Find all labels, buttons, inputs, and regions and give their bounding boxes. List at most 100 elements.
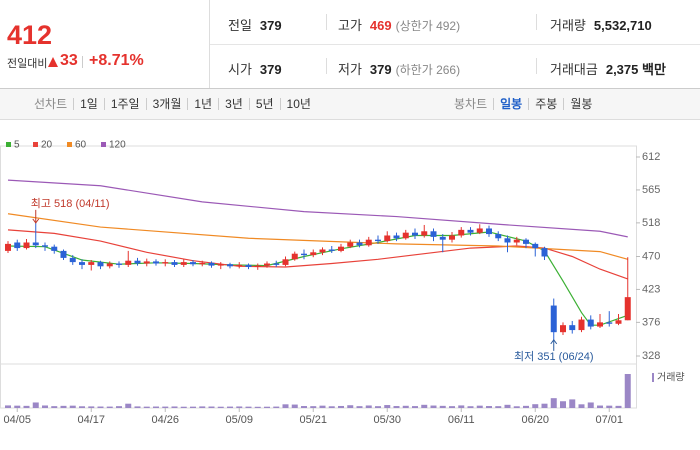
candle-body — [199, 262, 206, 265]
stat: 시가 379 — [228, 59, 282, 79]
volume-bar — [180, 406, 187, 408]
y-tick-label: 328 — [642, 350, 660, 362]
stat-value: 379 — [369, 62, 392, 77]
stat-note: (상한가 492) — [395, 19, 461, 33]
legend-label: 60 — [75, 140, 87, 151]
volume-bar — [153, 406, 159, 408]
volume-bar — [14, 405, 21, 408]
toolbar: 선차트 1일 1주일 3개월 1년 3년 5년 10년 봉차트 일봉 주봉 월봉 — [0, 89, 700, 120]
period-button[interactable]: 1일 — [73, 98, 104, 110]
candle-body — [143, 261, 150, 264]
candle-body — [430, 231, 437, 237]
x-tick-label: 05/21 — [299, 414, 327, 426]
volume-legend-swatch — [652, 373, 654, 382]
candle-body — [301, 253, 307, 256]
candle-body — [106, 263, 113, 267]
annotation-text: 최고 518 (04/11) — [31, 197, 110, 210]
separator — [82, 56, 83, 68]
candle-body — [291, 253, 298, 260]
change-pct: +8.71% — [89, 52, 144, 69]
volume-bar — [319, 405, 326, 408]
candle-period-button[interactable]: 주봉 — [528, 98, 563, 110]
period-button[interactable]: 10년 — [279, 98, 317, 110]
y-tick-label: 423 — [642, 283, 660, 295]
volume-bar — [171, 406, 178, 408]
period-button[interactable]: 1주일 — [103, 98, 146, 110]
volume-bar — [23, 405, 30, 408]
volume-bar — [439, 405, 446, 408]
col-divider — [536, 14, 537, 30]
volume-bar — [282, 404, 289, 408]
col-divider — [326, 58, 327, 74]
volume-bar — [245, 406, 252, 408]
volume-bar — [597, 405, 603, 408]
candle-body — [51, 246, 58, 251]
stat-value: 379 — [259, 18, 282, 33]
legend-swatch — [67, 142, 72, 147]
candle-period-button[interactable]: 일봉 — [493, 98, 528, 110]
x-tick-label: 05/30 — [373, 414, 401, 426]
chart: 328 376 423 470 518 565 612 5 20 60 120 04/05 04/17 0… — [0, 140, 685, 426]
candle-body — [319, 249, 326, 253]
price: 412 — [7, 20, 53, 50]
stat-value: 379 — [259, 62, 282, 77]
stat-label: 거래대금 — [550, 62, 598, 77]
candle-body — [513, 239, 520, 243]
change-label: 전일대비 — [7, 58, 48, 70]
col-divider — [326, 14, 327, 30]
period-button[interactable]: 3년 — [218, 98, 249, 110]
volume-bar — [375, 406, 381, 408]
candle-body — [180, 262, 187, 265]
candle-body — [162, 262, 169, 264]
volume-bar — [254, 406, 261, 408]
plot-frame — [0, 145, 637, 365]
volume-bar — [421, 404, 428, 408]
candle-body — [153, 261, 159, 264]
change: 33 — [60, 52, 78, 69]
y-tick-label: 518 — [642, 217, 660, 229]
volume-bar — [495, 406, 502, 408]
candle-body — [347, 242, 354, 247]
stat-value: 469 — [369, 18, 392, 33]
legend-label: 120 — [109, 140, 126, 151]
stat-label: 시가 — [228, 62, 252, 77]
volume-bar — [32, 402, 39, 408]
candle-body — [356, 242, 363, 246]
volume-bar — [624, 374, 631, 408]
volume-bar — [134, 406, 141, 408]
x-tick-label: 05/09 — [225, 414, 253, 426]
stat: 거래대금 2,375 백만 — [550, 59, 666, 79]
candle-body — [125, 260, 132, 265]
y-tick-label: 376 — [642, 316, 660, 328]
volume-bar — [328, 406, 335, 408]
candle-body — [236, 264, 243, 267]
candle-body — [615, 320, 622, 324]
annotation-arrowhead — [550, 339, 558, 345]
candle-body — [384, 235, 391, 242]
candle-body — [402, 232, 409, 239]
volume-bar — [208, 406, 215, 408]
candle-body — [560, 325, 566, 333]
up-arrow — [48, 57, 58, 67]
period-button[interactable]: 3개월 — [145, 98, 188, 110]
candle-body — [504, 238, 511, 243]
candle-body — [495, 234, 502, 239]
col-divider — [536, 58, 537, 74]
volume-bar — [384, 405, 391, 408]
candle-period-button[interactable]: 월봉 — [563, 98, 598, 110]
candle-body — [597, 322, 603, 327]
line-chart-label: 선차트 — [34, 97, 68, 111]
volume-bar — [190, 406, 196, 408]
volume-bar — [541, 403, 548, 408]
volume-bar — [449, 406, 455, 408]
volume-bar — [467, 406, 474, 408]
volume-bar — [504, 404, 511, 408]
period-button[interactable]: 1년 — [187, 98, 218, 110]
volume-bar — [476, 405, 483, 408]
x-tick-label: 06/20 — [521, 414, 549, 426]
volume-bar — [227, 406, 233, 408]
candle-body — [523, 239, 529, 244]
period-button[interactable]: 5년 — [248, 98, 280, 110]
volume-bar — [291, 404, 298, 408]
